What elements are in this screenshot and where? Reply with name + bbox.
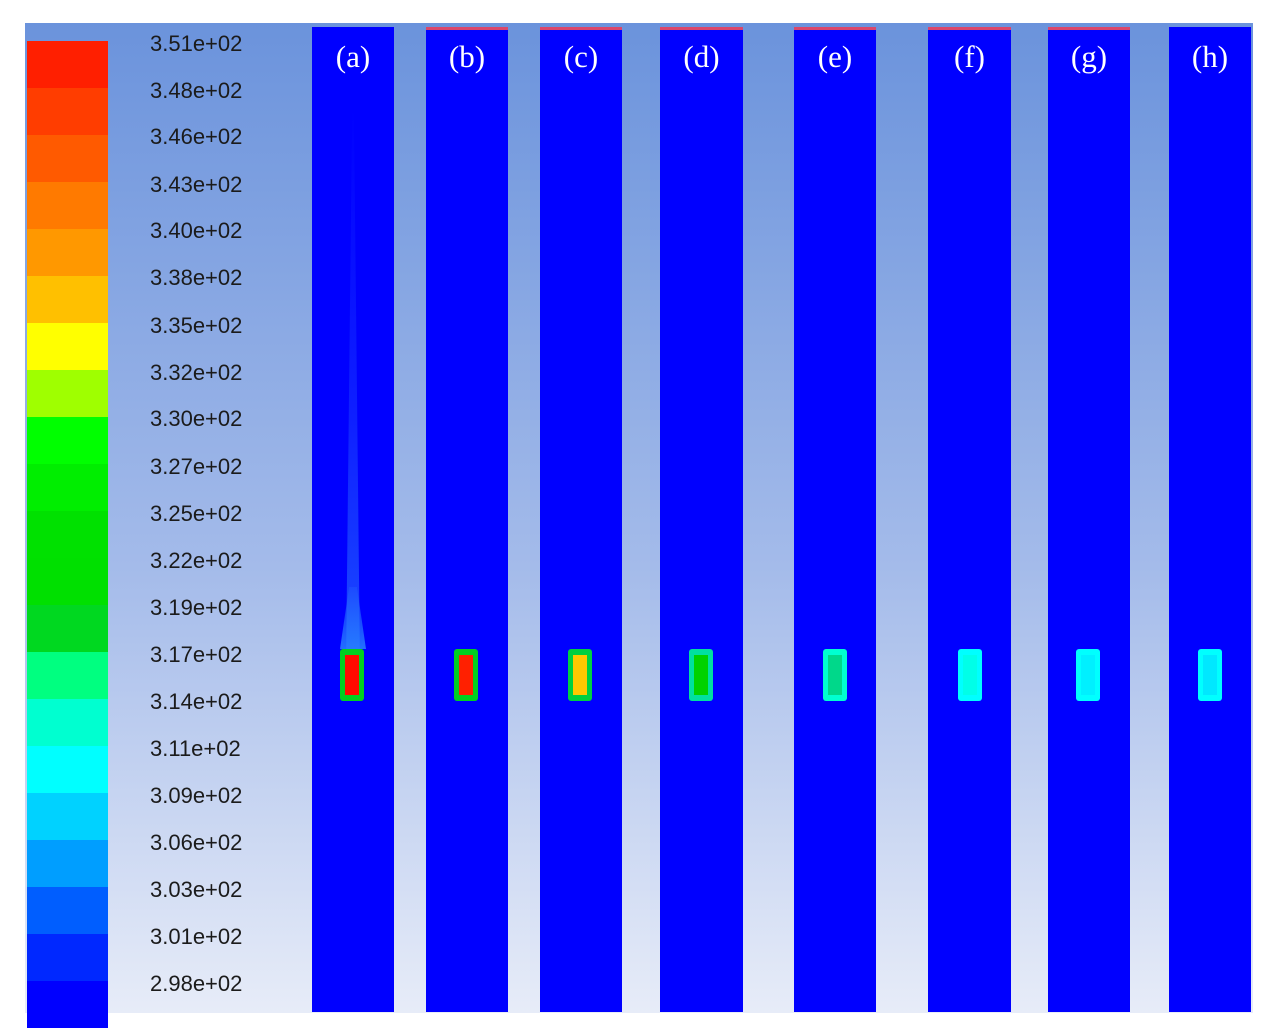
colorbar-tick-label: 3.30e+02: [150, 406, 243, 431]
colorbar-tick-label: 3.03e+02: [150, 877, 243, 902]
panel-top-edge: [1048, 27, 1130, 30]
panel-top-edge: [426, 27, 508, 30]
colorbar-segment: [27, 652, 108, 699]
panel-d: (d): [660, 27, 743, 1012]
colorbar-segment: [27, 135, 108, 182]
colorbar-tick-label: 3.51e+02: [150, 31, 243, 56]
plume-trail: [346, 107, 360, 667]
colorbar-tick-label: 3.43e+02: [150, 172, 243, 197]
panel-label: (b): [448, 39, 486, 74]
colorbar-tick-label: 3.06e+02: [150, 830, 243, 855]
colorbar-segment: [27, 934, 108, 981]
panel-label: (g): [1070, 39, 1108, 74]
panel-top-edge: [660, 27, 743, 30]
hotspot-core: [459, 655, 473, 695]
panel-top-edge: [794, 27, 876, 30]
colorbar-segment: [27, 182, 108, 229]
colorbar-tick-label: 3.09e+02: [150, 783, 243, 808]
panel-label: (d): [683, 39, 720, 74]
colorbar-tick-label: 3.27e+02: [150, 454, 243, 479]
panel-c: (c): [540, 27, 622, 1012]
colorbar-tick-label: 3.38e+02: [150, 265, 243, 290]
hotspot-core: [573, 655, 587, 695]
colorbar-segment: [27, 840, 108, 887]
colorbar-segment: [27, 746, 108, 793]
colorbar-segment: [27, 370, 108, 417]
colorbar-segment: [27, 41, 108, 88]
hotspot-core: [963, 655, 977, 695]
plume-base: [340, 587, 366, 649]
panel-label: (c): [563, 39, 599, 74]
colorbar-tick-label: 3.25e+02: [150, 501, 243, 526]
panel-b: (b): [426, 27, 508, 1012]
colorbar-segment: [27, 88, 108, 135]
panel-top-edge: [928, 27, 1011, 30]
colorbar-segment: [27, 276, 108, 323]
colorbar-segment: [27, 605, 108, 652]
panel-h: (h): [1169, 27, 1251, 1012]
hotspot-core: [345, 655, 359, 695]
colorbar-tick-label: 3.19e+02: [150, 595, 243, 620]
hotspot-core: [694, 655, 708, 695]
hotspot-core: [828, 655, 842, 695]
panel-label: (f): [954, 39, 985, 74]
colorbar-tick-label: 3.22e+02: [150, 548, 243, 573]
panel-a: (a): [312, 27, 394, 1012]
colorbar-tick-label: 3.11e+02: [150, 736, 241, 761]
colorbar-segment: [27, 699, 108, 746]
colorbar-tick-label: 3.46e+02: [150, 124, 243, 149]
panel-e: (e): [794, 27, 876, 1012]
colorbar-tick-label: 3.14e+02: [150, 689, 243, 714]
colorbar-segment: [27, 793, 108, 840]
panel-label: (a): [335, 39, 371, 74]
panel-label: (h): [1191, 39, 1229, 74]
panel-g: (g): [1048, 27, 1130, 1012]
hotspot-core: [1203, 655, 1217, 695]
colorbar-tick-label: 3.35e+02: [150, 313, 243, 338]
panel-label: (e): [817, 39, 853, 74]
colorbar-tick-label: 3.32e+02: [150, 360, 243, 385]
colorbar-segment: [27, 887, 108, 934]
colorbar-segment: [27, 558, 108, 605]
colorbar-segment: [27, 511, 108, 558]
colorbar: [27, 41, 108, 1028]
colorbar-tick-label: 3.48e+02: [150, 78, 243, 103]
colorbar-segment: [27, 981, 108, 1028]
colorbar-tick-label: 3.40e+02: [150, 218, 243, 243]
colorbar-segment: [27, 417, 108, 464]
colorbar-segment: [27, 464, 108, 511]
panel-top-edge: [540, 27, 622, 30]
colorbar-tick-label: 3.17e+02: [150, 642, 243, 667]
colorbar-tick-label: 3.01e+02: [150, 924, 243, 949]
colorbar-segment: [27, 323, 108, 370]
colorbar-segment: [27, 229, 108, 276]
panel-f: (f): [928, 27, 1011, 1012]
colorbar-tick-label: 2.98e+02: [150, 971, 243, 996]
hotspot-core: [1081, 655, 1095, 695]
